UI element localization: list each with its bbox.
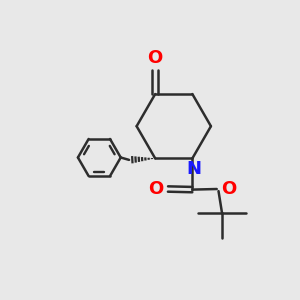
Text: O: O — [221, 180, 236, 198]
Text: N: N — [186, 160, 201, 178]
Text: O: O — [148, 180, 164, 198]
Text: O: O — [148, 49, 163, 67]
